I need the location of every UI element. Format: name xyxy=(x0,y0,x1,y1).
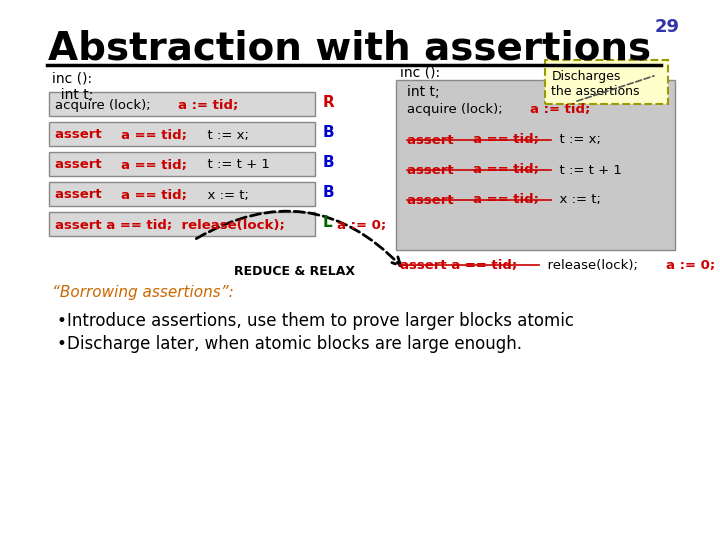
Text: a := 0;: a := 0; xyxy=(338,219,387,232)
Text: assert: assert xyxy=(55,159,110,172)
Text: a == tid;: a == tid; xyxy=(121,188,186,201)
Text: Introduce assertions, use them to prove larger blocks atomic: Introduce assertions, use them to prove … xyxy=(68,312,575,330)
Text: B: B xyxy=(323,155,334,170)
FancyBboxPatch shape xyxy=(545,60,667,104)
Text: B: B xyxy=(323,125,334,140)
Text: “Borrowing assertions”:: “Borrowing assertions”: xyxy=(52,285,233,300)
FancyBboxPatch shape xyxy=(49,212,315,236)
Text: assert: assert xyxy=(55,129,110,141)
Text: x := t;: x := t; xyxy=(199,188,248,201)
Text: Abstraction with assertions: Abstraction with assertions xyxy=(48,30,652,68)
Text: a == tid;: a == tid; xyxy=(121,159,186,172)
Text: int t;: int t; xyxy=(407,85,439,99)
Text: a := 0;: a := 0; xyxy=(666,259,715,272)
Text: inc ():: inc (): xyxy=(400,65,440,79)
Text: a := tid;: a := tid; xyxy=(530,104,590,117)
Text: assert: assert xyxy=(407,164,462,177)
Text: assert a == tid;  release(lock);: assert a == tid; release(lock); xyxy=(55,219,294,232)
Text: L: L xyxy=(323,215,332,230)
Text: acquire (lock);: acquire (lock); xyxy=(55,98,158,111)
Text: t := x;: t := x; xyxy=(551,133,600,146)
Text: •: • xyxy=(56,312,66,330)
FancyBboxPatch shape xyxy=(395,80,675,250)
Text: t := x;: t := x; xyxy=(199,129,248,141)
Text: t := t + 1: t := t + 1 xyxy=(199,159,269,172)
FancyBboxPatch shape xyxy=(49,152,315,176)
FancyBboxPatch shape xyxy=(49,122,315,146)
FancyBboxPatch shape xyxy=(49,92,315,116)
Text: Discharge later, when atomic blocks are large enough.: Discharge later, when atomic blocks are … xyxy=(68,335,523,353)
Text: assert a == tid;: assert a == tid; xyxy=(400,259,518,272)
Text: 29: 29 xyxy=(654,18,680,36)
Text: R: R xyxy=(323,95,334,110)
Text: a == tid;: a == tid; xyxy=(472,193,539,206)
Text: t := t + 1: t := t + 1 xyxy=(551,164,621,177)
Text: release(lock);: release(lock); xyxy=(539,259,646,272)
Text: a == tid;: a == tid; xyxy=(472,164,539,177)
Text: a := tid;: a := tid; xyxy=(178,98,238,111)
Text: REDUCE & RELAX: REDUCE & RELAX xyxy=(234,265,355,278)
Text: assert: assert xyxy=(407,133,462,146)
FancyArrowPatch shape xyxy=(197,211,400,266)
Text: Discharges
the assertions: Discharges the assertions xyxy=(552,70,640,98)
Text: assert: assert xyxy=(407,193,462,206)
Text: a == tid;: a == tid; xyxy=(121,129,186,141)
FancyBboxPatch shape xyxy=(49,182,315,206)
Text: x := t;: x := t; xyxy=(551,193,600,206)
Text: •: • xyxy=(56,335,66,353)
Text: a == tid;: a == tid; xyxy=(472,133,539,146)
Text: acquire (lock);: acquire (lock); xyxy=(407,104,510,117)
Text: assert: assert xyxy=(55,188,110,201)
Text: inc ():
  int t;: inc (): int t; xyxy=(52,72,93,102)
Text: B: B xyxy=(323,185,334,200)
